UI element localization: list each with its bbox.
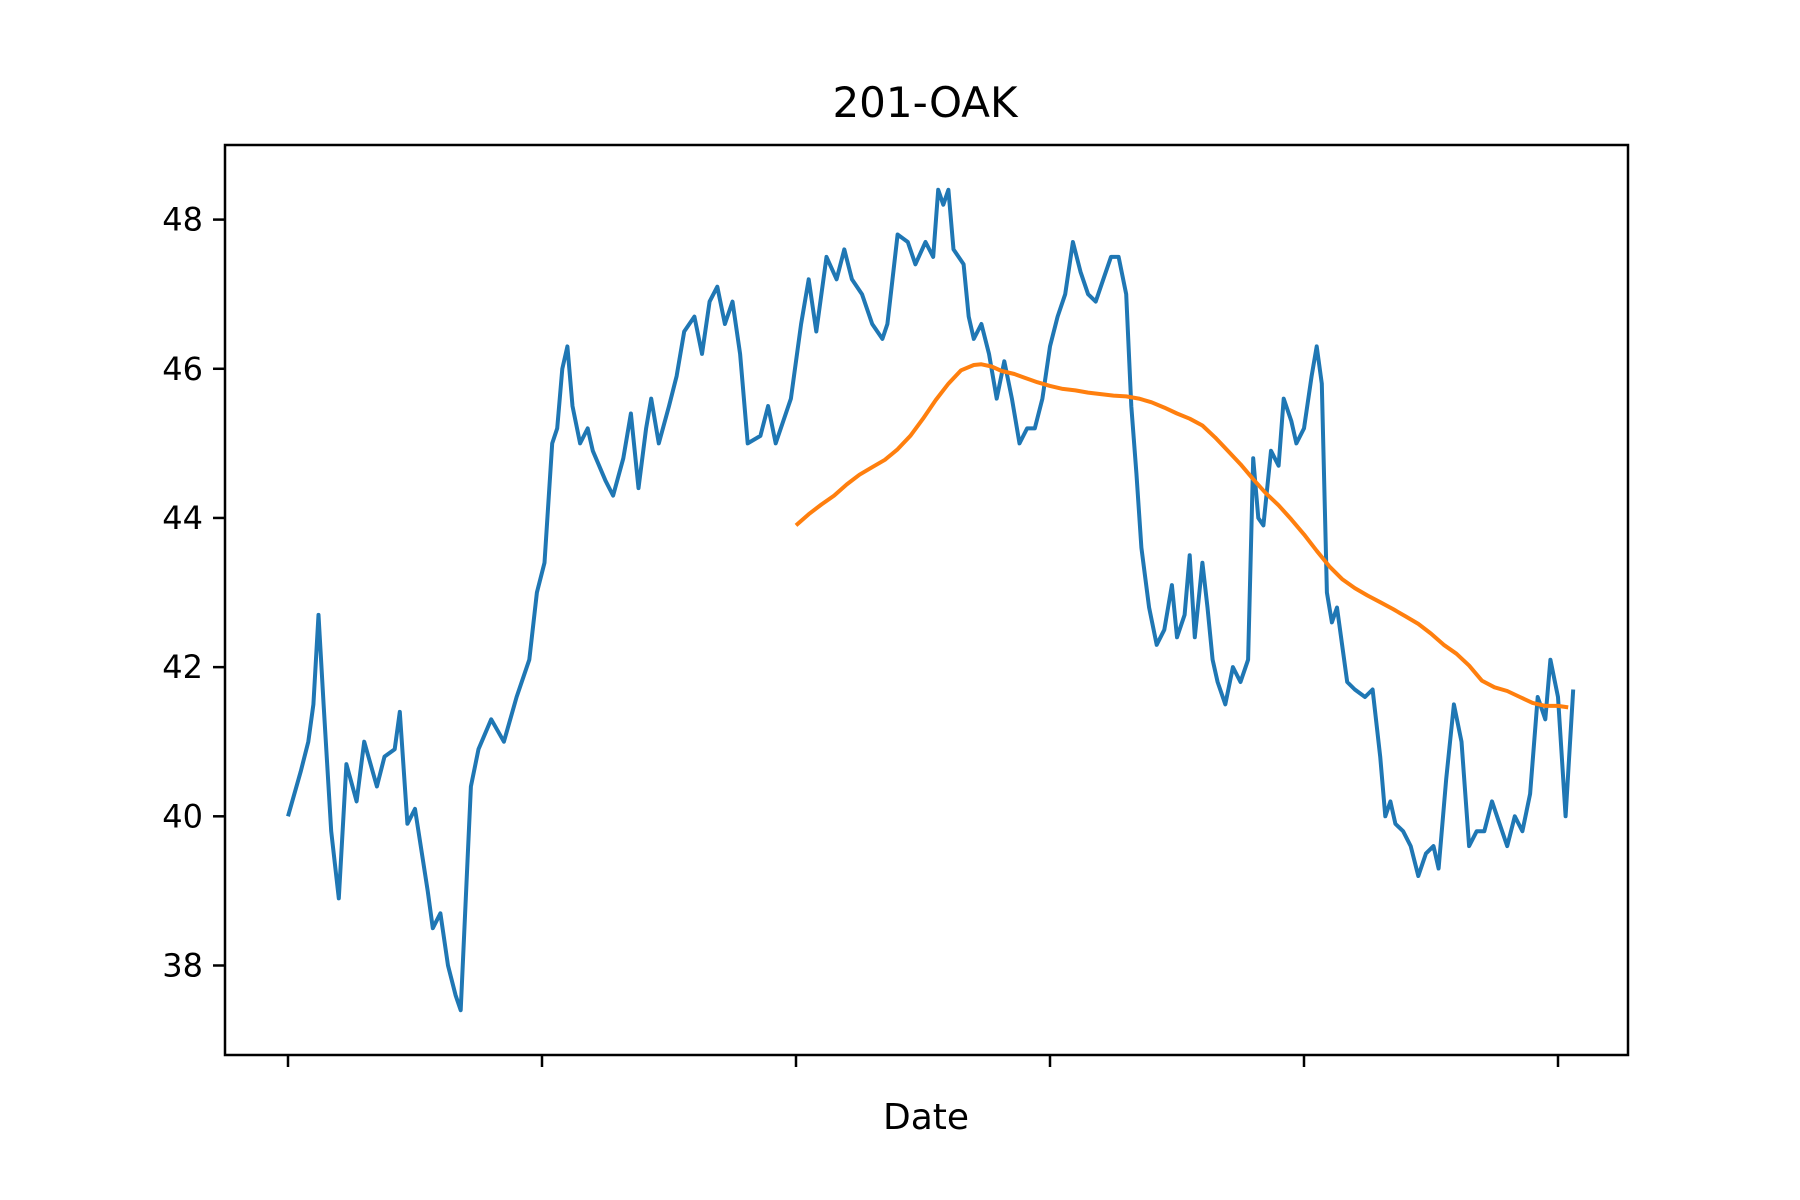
series-line-1 bbox=[286, 187, 1576, 1013]
axis-ticks: 38 40 42 44 46 48 bbox=[162, 201, 1560, 1067]
y-tick-label: 48 bbox=[162, 201, 203, 239]
y-tick-label: 38 bbox=[162, 946, 203, 984]
series-line-2 bbox=[794, 362, 1569, 710]
y-tick-label: 46 bbox=[162, 350, 203, 388]
plot-area bbox=[286, 187, 1576, 1013]
y-tick-label: 42 bbox=[162, 648, 203, 686]
chart-title: 201-OAK bbox=[832, 78, 1019, 127]
x-axis-label: Date bbox=[883, 1097, 969, 1138]
y-tick-label: 40 bbox=[162, 797, 203, 835]
y-tick-label: 44 bbox=[162, 499, 203, 537]
plot-frame bbox=[223, 143, 1630, 1057]
